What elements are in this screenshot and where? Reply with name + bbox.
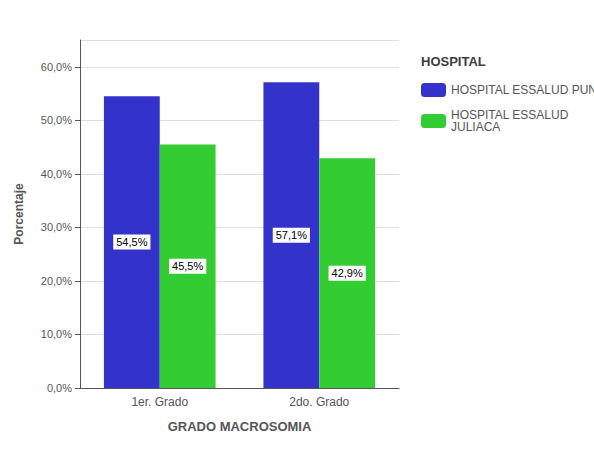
svg-text:42,9%: 42,9% (332, 267, 363, 279)
svg-text:HOSPITAL ESSALUD: HOSPITAL ESSALUD (451, 108, 569, 122)
svg-text:1er. Grado: 1er. Grado (131, 395, 188, 409)
svg-text:JULIACA: JULIACA (451, 120, 500, 134)
svg-text:45,5%: 45,5% (172, 260, 203, 272)
svg-text:20,0%: 20,0% (41, 275, 72, 287)
svg-text:50,0%: 50,0% (41, 114, 72, 126)
svg-text:Porcentaje: Porcentaje (12, 183, 26, 245)
svg-text:60,0%: 60,0% (41, 61, 72, 73)
svg-text:0,0%: 0,0% (47, 382, 72, 394)
svg-text:57,1%: 57,1% (276, 229, 307, 241)
svg-text:HOSPITAL: HOSPITAL (421, 54, 486, 69)
svg-text:GRADO MACROSOMIA: GRADO MACROSOMIA (168, 419, 312, 434)
svg-text:HOSPITAL ESSALUD PUNO: HOSPITAL ESSALUD PUNO (451, 83, 594, 97)
svg-text:30,0%: 30,0% (41, 221, 72, 233)
svg-text:10,0%: 10,0% (41, 328, 72, 340)
svg-text:40,0%: 40,0% (41, 168, 72, 180)
svg-text:54,5%: 54,5% (116, 236, 147, 248)
svg-text:2do. Grado: 2do. Grado (289, 395, 349, 409)
